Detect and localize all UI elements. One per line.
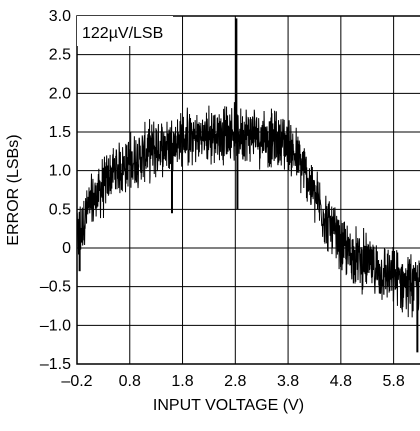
x-tick-labels: –0.2 0.8 1.8 2.8 3.8 4.8 5.8 xyxy=(61,373,404,390)
x-tick-label: 4.8 xyxy=(330,373,352,390)
y-tick-label: 1.5 xyxy=(49,124,71,141)
y-tick-label: 0.5 xyxy=(49,201,71,218)
data-band xyxy=(76,18,420,353)
y-axis-label: ERROR (LSBs) xyxy=(5,134,22,245)
y-tick-label: –1.5 xyxy=(40,356,71,373)
error-series-line xyxy=(76,102,420,318)
x-tick-label: 5.8 xyxy=(382,373,404,390)
grid-lines xyxy=(76,15,420,365)
y-tick-label: 2.0 xyxy=(49,85,71,102)
x-tick-label: 2.8 xyxy=(224,373,246,390)
y-tick-labels: 3.0 2.5 2.0 1.5 1.0 0.5 0 –0.5 –1.0 –1.5 xyxy=(40,8,71,373)
annotation-label: 122µV/LSB xyxy=(82,25,163,42)
y-tick-label: 1.0 xyxy=(49,163,71,180)
plot-frame xyxy=(76,15,420,365)
annotation-background xyxy=(77,16,173,46)
y-tick-label: –1.0 xyxy=(40,317,71,334)
y-tick-label: 2.5 xyxy=(49,47,71,64)
y-tick-label: –0.5 xyxy=(40,279,71,296)
x-tick-label: 3.8 xyxy=(277,373,299,390)
x-tick-label: 0.8 xyxy=(119,373,141,390)
x-tick-label: –0.2 xyxy=(61,373,92,390)
x-axis-label: INPUT VOLTAGE (V) xyxy=(153,397,304,414)
y-tick-label: 3.0 xyxy=(49,8,71,25)
y-tick-label: 0 xyxy=(62,240,71,257)
x-tick-label: 1.8 xyxy=(171,373,193,390)
